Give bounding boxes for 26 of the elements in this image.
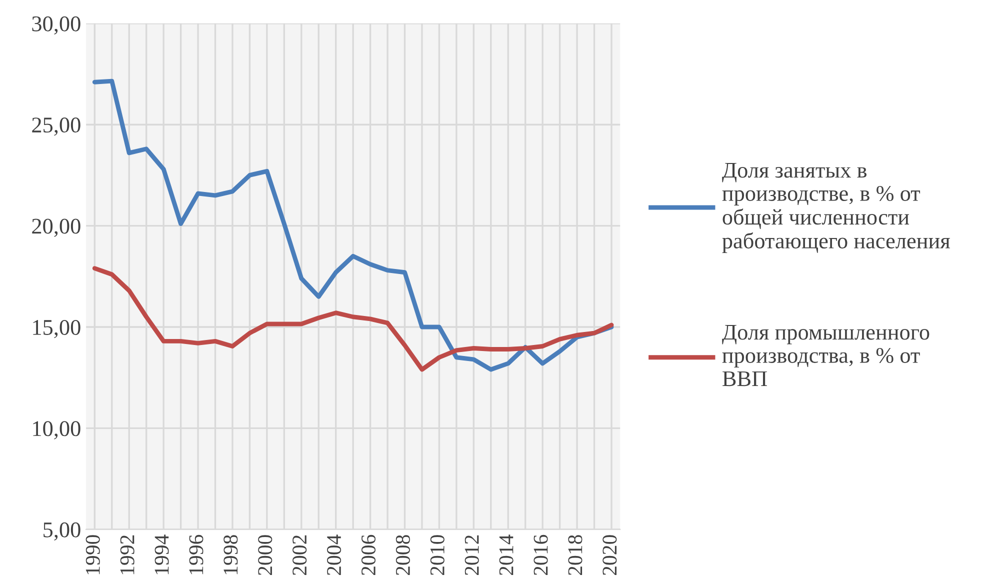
y-tick-label: 15,00 <box>33 320 80 338</box>
x-tick-label: 2014 <box>499 534 514 576</box>
x-tick-label: 2010 <box>430 535 444 576</box>
x-tick-label: 1994 <box>154 534 169 574</box>
y-tick-label: 10,00 <box>33 421 80 440</box>
line-series <box>92 266 614 372</box>
x-tick-label: 2012 <box>464 535 479 576</box>
y-tick-label: 20,00 <box>32 218 80 237</box>
x-tick-label: 2004 <box>327 534 342 576</box>
x-tick-label: 2018 <box>568 535 582 576</box>
x-tick-label: 2002 <box>292 535 307 576</box>
line-series <box>92 78 614 372</box>
x-tick-label: 2008 <box>396 535 410 576</box>
x-tick-label: 2006 <box>361 534 376 576</box>
legend-label: Доля занятых в производстве, в % от общей численности работающего населения <box>722 162 950 253</box>
y-tick-label: 30,00 <box>32 16 80 35</box>
legend-label: Доля промышленного производства, в % от ВВП <box>722 324 930 386</box>
x-tick-label: 1996 <box>189 534 204 574</box>
y-tick-label: 5,00 <box>44 522 80 541</box>
x-tick-label: 1990 <box>86 535 100 574</box>
x-tick-label: 2020 <box>602 535 617 576</box>
x-tick-label: 2016 <box>534 534 548 576</box>
y-tick-label: 25,00 <box>32 118 80 136</box>
x-tick-label: 1992 <box>120 535 134 574</box>
x-tick-label: 1998 <box>224 535 238 574</box>
x-tick-label: 2000 <box>258 535 272 576</box>
